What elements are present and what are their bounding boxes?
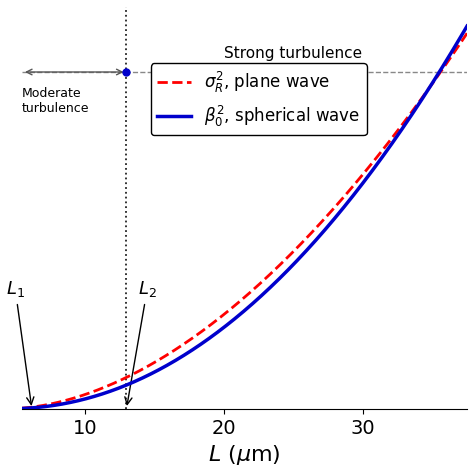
Text: Strong turbulence: Strong turbulence bbox=[224, 46, 362, 61]
Text: Moderate
turbulence: Moderate turbulence bbox=[22, 87, 90, 115]
X-axis label: $L$ ($\mu$m): $L$ ($\mu$m) bbox=[208, 443, 281, 467]
Text: $L_1$: $L_1$ bbox=[6, 279, 34, 404]
Legend: $\sigma_R^2$, plane wave, $\beta_0^2$, spherical wave: $\sigma_R^2$, plane wave, $\beta_0^2$, s… bbox=[151, 64, 367, 136]
Text: $L_2$: $L_2$ bbox=[125, 279, 157, 404]
